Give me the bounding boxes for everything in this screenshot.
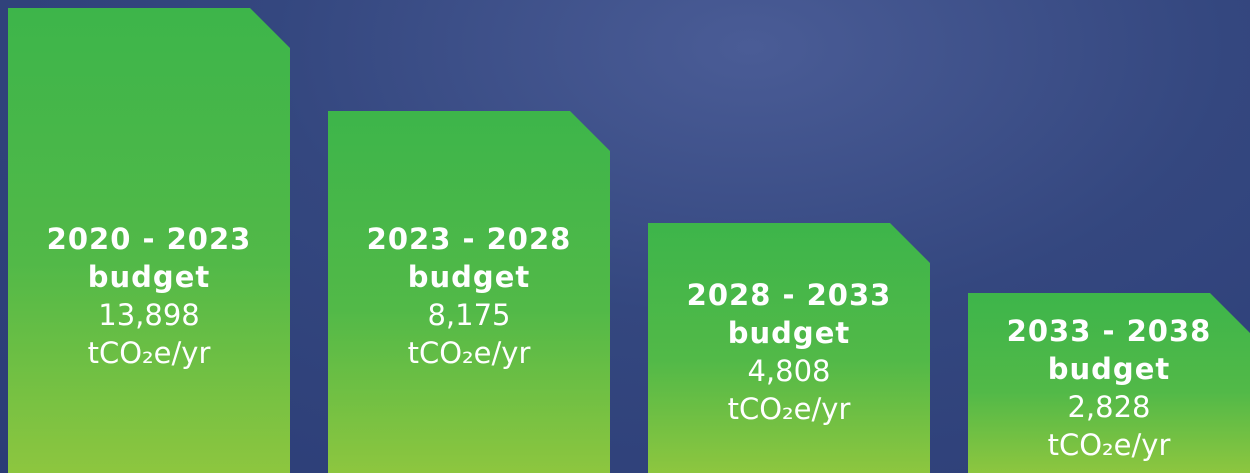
- unit-label: tCO₂e/yr: [727, 392, 851, 426]
- budget-label: budget: [727, 316, 851, 350]
- budget-panel: 2020 - 2023 budget 13,898 tCO₂e/yr: [8, 8, 290, 473]
- panel-text: 2023 - 2028 budget 8,175 tCO₂e/yr: [328, 220, 610, 372]
- panel-text: 2033 - 2038 budget 2,828 tCO₂e/yr: [968, 312, 1250, 464]
- period-label: 2023 - 2028: [366, 222, 572, 256]
- budget-value: 4,808: [747, 354, 831, 388]
- panel-text: 2020 - 2023 budget 13,898 tCO₂e/yr: [8, 220, 290, 372]
- period-label: 2020 - 2023: [46, 222, 252, 256]
- budget-label: budget: [407, 260, 531, 294]
- budget-label: budget: [1047, 352, 1171, 386]
- budget-label: budget: [87, 260, 211, 294]
- budget-panel: 2028 - 2033 budget 4,808 tCO₂e/yr: [648, 223, 930, 473]
- unit-label: tCO₂e/yr: [1047, 428, 1171, 462]
- budget-value: 13,898: [98, 298, 200, 332]
- budget-value: 8,175: [427, 298, 511, 332]
- unit-label: tCO₂e/yr: [87, 336, 211, 370]
- period-label: 2033 - 2038: [1006, 314, 1212, 348]
- unit-label: tCO₂e/yr: [407, 336, 531, 370]
- period-label: 2028 - 2033: [686, 278, 892, 312]
- budget-value: 2,828: [1067, 390, 1151, 424]
- budget-panel: 2023 - 2028 budget 8,175 tCO₂e/yr: [328, 111, 610, 473]
- budget-panel: 2033 - 2038 budget 2,828 tCO₂e/yr: [968, 293, 1250, 473]
- panel-text: 2028 - 2033 budget 4,808 tCO₂e/yr: [648, 276, 930, 428]
